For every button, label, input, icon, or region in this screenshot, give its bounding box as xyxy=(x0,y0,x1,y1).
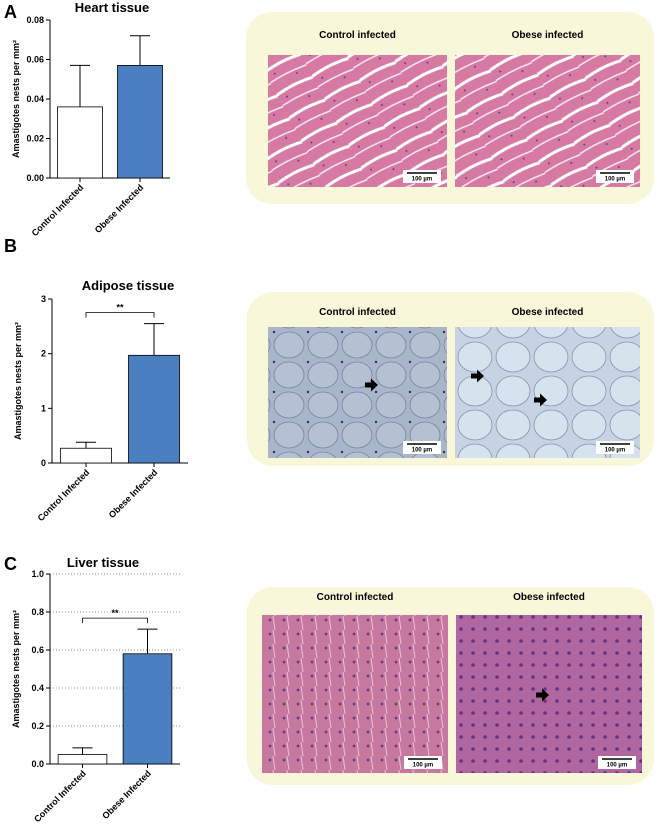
y-axis-label: Amastigotes nests per mm² xyxy=(13,322,23,440)
bar xyxy=(117,65,163,179)
error-bar xyxy=(144,323,164,356)
panel-letter: C xyxy=(4,554,17,574)
image-label: Control infected xyxy=(317,592,394,603)
x-tick-label: Control Infected xyxy=(36,467,92,523)
image-label: Obese infected xyxy=(512,30,584,41)
scale-bar-label: 100 µm xyxy=(605,448,625,454)
panel-letter: A xyxy=(4,2,17,22)
y-tick-label: 0.2 xyxy=(31,721,44,731)
significance-bracket xyxy=(85,312,155,318)
chart-title: Liver tissue xyxy=(67,555,139,570)
scale-bar-label: 100 µm xyxy=(413,763,433,769)
arrow xyxy=(534,393,547,407)
x-tick-label: Obese Infected xyxy=(107,467,160,520)
y-tick-label: 1.0 xyxy=(31,569,44,579)
arrow xyxy=(471,369,484,383)
y-axis-label: Amastigotes nests per mm² xyxy=(11,40,21,158)
y-tick-label: 0.06 xyxy=(26,55,44,65)
scale-bar-label: 100 µm xyxy=(605,177,625,183)
significance-label: ** xyxy=(111,608,119,618)
bar xyxy=(57,106,103,179)
micrograph xyxy=(455,327,640,458)
arrow xyxy=(365,378,378,392)
micrograph xyxy=(456,615,642,773)
y-tick-label: 0.04 xyxy=(26,94,44,104)
y-tick-label: 0 xyxy=(41,458,46,468)
x-tick-label: Obese Infected xyxy=(100,768,153,821)
panel-letter: B xyxy=(4,236,17,256)
arrow xyxy=(536,688,549,702)
bar xyxy=(60,447,112,464)
y-tick-label: 0.00 xyxy=(26,173,44,183)
error-bar xyxy=(70,64,90,107)
scale-bar-label: 100 µm xyxy=(412,448,432,454)
error-bar xyxy=(76,441,96,449)
chart-title: Adipose tissue xyxy=(82,278,174,293)
micrograph xyxy=(268,327,447,458)
y-tick-label: 0.02 xyxy=(26,134,44,144)
significance-bracket xyxy=(82,617,148,624)
x-tick-label: Control Infected xyxy=(30,182,86,238)
bar xyxy=(57,754,108,765)
scale-bar-label: 100 µm xyxy=(412,177,432,183)
error-bar xyxy=(72,747,93,755)
significance-label: ** xyxy=(116,303,124,313)
bar xyxy=(128,354,180,464)
y-tick-label: 0.4 xyxy=(31,683,44,693)
error-bar xyxy=(137,628,158,654)
image-label: Obese infected xyxy=(513,592,585,603)
image-label: Control infected xyxy=(319,30,396,41)
bar xyxy=(122,653,173,765)
chart-title: Heart tissue xyxy=(75,0,149,15)
y-tick-label: 0.0 xyxy=(31,759,44,769)
x-tick-label: Control Infected xyxy=(32,768,88,824)
x-tick-label: Obese Infected xyxy=(93,182,146,235)
y-axis-label: Amastigotes nests per mm² xyxy=(11,610,21,728)
micrograph xyxy=(268,55,447,187)
y-tick-label: 0.8 xyxy=(31,607,44,617)
y-tick-label: 2 xyxy=(41,349,46,359)
micrograph xyxy=(262,615,448,773)
image-label: Control infected xyxy=(319,307,396,318)
image-label: Obese infected xyxy=(512,307,584,318)
y-tick-label: 0.08 xyxy=(26,15,44,25)
y-tick-label: 0.6 xyxy=(31,645,44,655)
micrograph xyxy=(455,55,640,187)
error-bar xyxy=(130,35,150,66)
y-tick-label: 3 xyxy=(41,294,46,304)
y-tick-label: 1 xyxy=(41,403,46,413)
scale-bar-label: 100 µm xyxy=(607,763,627,769)
